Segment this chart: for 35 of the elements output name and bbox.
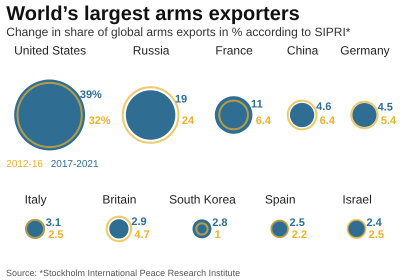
text: Change in share of global arms exports in % according to SIPRI* [6, 25, 351, 39]
data-label: 2.8 [212, 216, 228, 229]
category-label: Russia [132, 44, 170, 58]
data-label: 3.1 [46, 216, 62, 229]
category-label: Germany [340, 44, 390, 58]
data-label: 2.5 [290, 216, 305, 229]
legend-label: 2012-16 [6, 159, 44, 170]
data-label: 11 [251, 98, 263, 110]
category-label: Britain [102, 192, 136, 206]
data-label: 24 [182, 115, 195, 127]
data-label: 5.4 [380, 115, 398, 127]
data-label: 2.4 [366, 216, 383, 229]
data-label: 4.5 [378, 102, 393, 114]
data-label: 2.9 [131, 216, 147, 228]
data-label: 2.5 [368, 228, 384, 241]
data-label: 6.4 [256, 115, 272, 127]
data-label: 19 [174, 93, 188, 106]
data-label: 32% [88, 115, 111, 127]
category-label: United States [14, 44, 86, 58]
source-note: Source: *Stockholm International Peace Research Institute [5, 268, 242, 278]
category-label: Israel [342, 192, 372, 206]
category-label: Spain [264, 192, 296, 206]
text: World’s largest arms exporters [6, 3, 300, 25]
data-label: 4.6 [316, 100, 332, 113]
legend-label: 2017-2021 [50, 159, 99, 170]
category-label: France [215, 44, 254, 58]
data-label: 2.5 [48, 228, 64, 241]
category-label: South Korea [169, 192, 236, 206]
data-label: 2.2 [292, 228, 308, 241]
data-label: 4.7 [134, 228, 150, 241]
data-label: 1 [214, 228, 221, 241]
data-label: 39% [80, 89, 102, 101]
category-label: Italy [24, 192, 47, 206]
data-label: 6.4 [320, 115, 336, 127]
category-label: China [286, 44, 319, 58]
